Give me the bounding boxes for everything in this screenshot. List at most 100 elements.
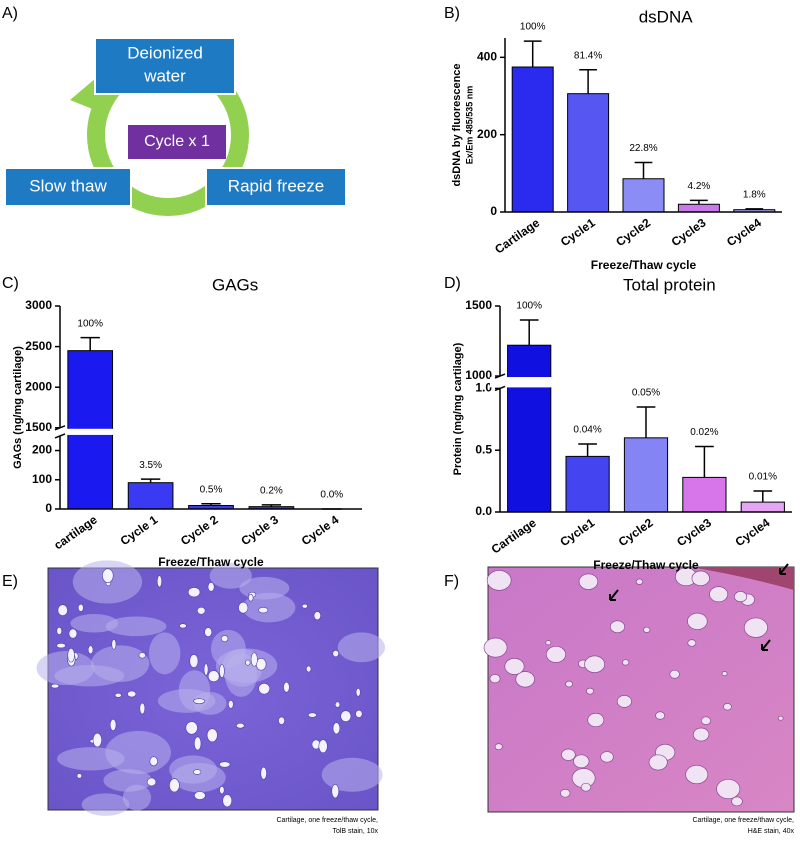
lacuna — [700, 716, 712, 725]
axis-break — [50, 428, 364, 435]
lacuna — [731, 796, 743, 807]
value-label: 100% — [77, 318, 103, 329]
lacuna — [258, 606, 269, 614]
value-label: 4.2% — [688, 181, 711, 192]
y-tick-label: 2000 — [25, 379, 52, 393]
lacuna — [102, 568, 114, 583]
lacuna — [313, 611, 322, 621]
x-axis-title: Freeze/Thaw cycle — [158, 555, 264, 569]
value-label: 100% — [516, 301, 542, 312]
lacuna — [204, 627, 213, 637]
lacuna — [334, 701, 341, 708]
y-tick-label: 0.0 — [475, 504, 492, 518]
bar — [740, 501, 785, 513]
center-label: Cycle x 1 — [144, 133, 210, 150]
pale-matrix — [171, 763, 226, 793]
image-caption: H&E stain, 40x — [748, 828, 795, 835]
panel-label: B) — [444, 5, 460, 22]
bar — [567, 93, 610, 213]
x-tick-label: Cycle 1 — [118, 512, 161, 548]
pale-matrix — [105, 616, 167, 637]
lacuna — [494, 743, 503, 751]
lacuna — [709, 586, 729, 603]
lacuna — [138, 652, 146, 659]
value-label: 0.2% — [260, 486, 283, 497]
value-label: 81.4% — [574, 50, 602, 61]
lacuna — [189, 654, 199, 668]
lacuna — [114, 692, 122, 698]
bar — [677, 203, 720, 213]
step-label: Slow thaw — [29, 176, 107, 195]
lacuna — [278, 716, 285, 725]
x-tick-label: cartilage — [51, 512, 100, 552]
lacuna — [355, 709, 363, 718]
lacuna — [139, 702, 146, 715]
lacuna — [580, 782, 592, 792]
y-axis-title: Protein (mg/mg cartilage) — [452, 342, 464, 475]
lacuna — [219, 664, 225, 678]
lacuna — [332, 650, 339, 658]
value-label: 0.5% — [200, 484, 223, 495]
histology-image — [483, 563, 795, 813]
lacuna — [203, 663, 209, 676]
lacuna — [222, 794, 233, 808]
bar — [623, 437, 669, 513]
lacuna — [219, 761, 231, 768]
panel-label: F) — [444, 573, 459, 590]
y-tick-label: 1500 — [465, 298, 492, 312]
lacuna — [87, 645, 94, 655]
y-tick-label: 100 — [32, 472, 52, 486]
lacuna — [206, 728, 218, 743]
lacuna — [691, 570, 710, 587]
lacuna — [777, 715, 784, 721]
bar — [682, 476, 727, 513]
lacuna — [687, 639, 697, 647]
lacuna — [149, 756, 158, 767]
histology-image — [36, 560, 386, 816]
lacuna — [716, 778, 741, 800]
lacuna — [156, 575, 163, 588]
lacuna — [573, 754, 590, 769]
arrow — [609, 589, 619, 601]
pale-matrix — [57, 747, 125, 771]
lacuna — [609, 620, 625, 634]
lacuna — [169, 778, 180, 793]
lacuna — [258, 683, 271, 695]
pale-matrix — [242, 592, 296, 623]
lacuna — [561, 748, 576, 761]
pale-matrix — [157, 689, 216, 713]
y-tick-label: 3000 — [25, 298, 52, 312]
bar — [507, 344, 552, 513]
lacuna — [545, 640, 552, 646]
pale-matrix — [122, 784, 152, 811]
lacuna — [219, 785, 225, 795]
value-label: 1.8% — [743, 190, 766, 201]
y-axis-title: dsDNA by fluorescence — [451, 63, 463, 186]
value-label: 100% — [520, 22, 546, 33]
break-mark — [54, 433, 66, 439]
lacuna — [207, 670, 220, 683]
lacuna — [616, 695, 632, 708]
lacuna — [692, 727, 710, 742]
bar — [511, 66, 554, 213]
value-label: 0.05% — [632, 388, 660, 399]
y-tick-label: 400 — [477, 50, 497, 64]
x-tick-label: Cycle 4 — [299, 512, 342, 548]
value-label: 0.04% — [573, 425, 601, 436]
panel-label: A) — [2, 5, 18, 22]
y-tick-label: 1.0 — [475, 381, 492, 395]
lacuna — [565, 680, 573, 688]
lacuna — [236, 722, 245, 729]
lacuna — [260, 766, 267, 780]
x-tick-label: Cycle3 — [674, 515, 714, 549]
x-tick-label: Cartilage — [492, 215, 542, 256]
value-label: 0.02% — [690, 427, 718, 438]
x-tick-label: Cycle2 — [616, 515, 656, 549]
panel-label: E) — [2, 573, 18, 590]
step-label: water — [143, 66, 186, 85]
lacuna — [486, 570, 512, 591]
pale-matrix — [337, 632, 386, 663]
lacuna — [305, 665, 312, 673]
y-tick-label: 1500 — [25, 420, 52, 434]
lacuna — [332, 722, 341, 735]
